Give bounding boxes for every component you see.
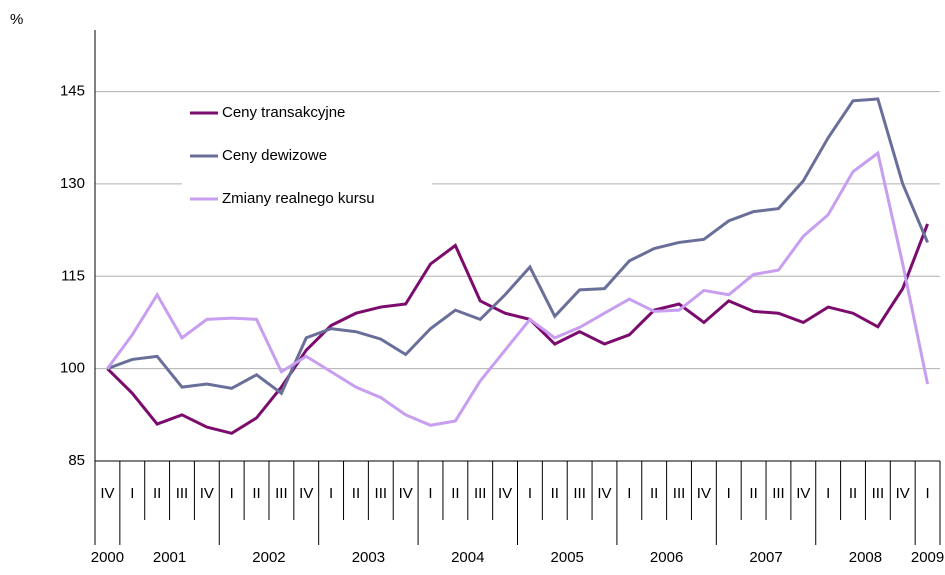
x-tick-label: I [230,485,234,502]
year-label: 2009 [911,549,944,566]
x-tick-label: II [252,485,260,502]
y-tick-label: 115 [61,267,85,284]
x-tick-label: II [551,485,559,502]
x-tick-label: II [451,485,459,502]
x-tick-label: I [727,485,731,502]
x-tick-label: IV [796,485,810,502]
x-tick-label: IV [399,485,413,502]
line-series [106,223,929,435]
x-tick-label: III [772,485,785,502]
x-tick-label: I [428,485,432,502]
x-tick-label: III [474,485,487,502]
x-tick-label: I [925,485,929,502]
x-tick-label: I [329,485,333,502]
year-label: 2005 [551,549,584,566]
x-tick-label: II [352,485,360,502]
x-tick-label: I [528,485,532,502]
x-tick-label: IV [896,485,910,502]
year-label: 2006 [650,549,683,566]
legend-label: Ceny transakcyjne [222,104,345,121]
year-label: 2007 [749,549,782,566]
x-tick-label: III [375,485,388,502]
line-series [106,97,929,396]
y-tick-label: 145 [60,83,85,100]
x-tick-label: IV [498,485,512,502]
y-tick-label: 100 [60,360,85,377]
x-tick-label: III [872,485,885,502]
year-label: 2003 [352,549,385,566]
x-tick-label: III [673,485,686,502]
x-tick-label: IV [299,485,313,502]
x-tick-label: IV [697,485,711,502]
y-tick-label: 85 [68,452,85,469]
x-tick-label: IV [100,485,114,502]
y-axis-label: % [10,11,23,28]
year-label: 2001 [153,549,186,566]
year-label: 2004 [451,549,484,566]
x-tick-label: II [650,485,658,502]
x-tick-label: IV [597,485,611,502]
x-tick-label: I [130,485,134,502]
legend-background [182,93,432,218]
year-label: 2008 [849,549,882,566]
legend-label: Zmiany realnego kursu [222,190,375,207]
x-tick-label: III [275,485,288,502]
x-tick-label: II [849,485,857,502]
x-tick-label: III [573,485,586,502]
x-tick-label: II [153,485,161,502]
legend-label: Ceny dewizowe [222,147,327,164]
x-tick-label: I [826,485,830,502]
x-tick-label: II [749,485,757,502]
x-tick-label: III [176,485,189,502]
y-tick-label: 130 [60,175,85,192]
year-label: 2002 [252,549,285,566]
x-tick-label: IV [200,485,214,502]
line-series [106,150,930,427]
x-tick-label: I [627,485,631,502]
year-label: 2000 [91,549,124,566]
